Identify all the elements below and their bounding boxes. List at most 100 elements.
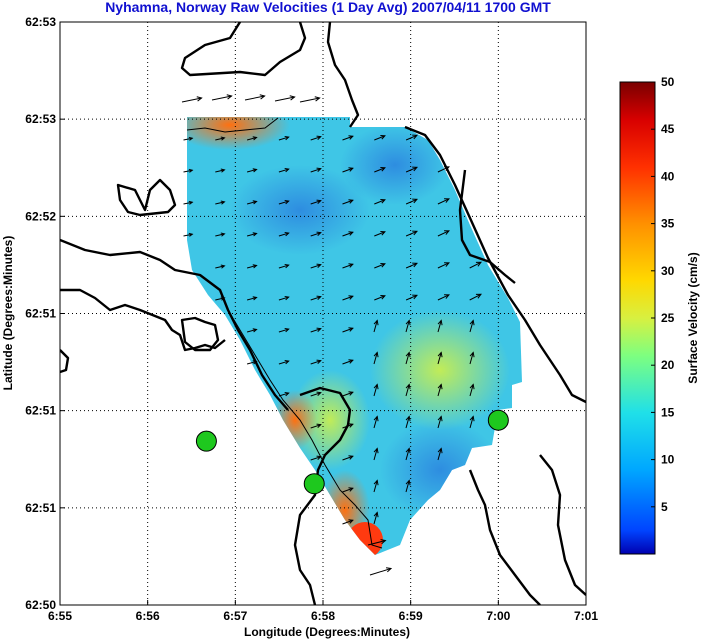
velocity-vector-head xyxy=(437,351,443,358)
velocity-vector xyxy=(374,231,386,237)
velocity-vector xyxy=(469,320,474,333)
velocity-vector xyxy=(342,487,354,493)
velocity-vector xyxy=(373,320,378,333)
velocity-vector-head xyxy=(284,295,290,301)
velocity-vector-head xyxy=(252,136,258,141)
velocity-vector-head xyxy=(380,166,386,172)
velocity-vector xyxy=(183,169,193,173)
velocity-vector-head xyxy=(373,351,379,358)
colorbar-tick-label: 20 xyxy=(661,358,675,372)
velocity-vector xyxy=(405,262,418,269)
velocity-vector xyxy=(405,166,418,173)
velocity-vector xyxy=(405,384,410,397)
velocity-vector xyxy=(215,137,225,141)
velocity-vector xyxy=(437,294,450,301)
velocity-vector-head xyxy=(469,351,475,358)
velocity-vector-head xyxy=(444,166,450,171)
velocity-vector-head xyxy=(437,383,443,390)
velocity-vector xyxy=(183,233,193,237)
y-tick-label: 62:51 xyxy=(25,404,56,418)
velocity-vector xyxy=(246,360,257,365)
velocity-vector xyxy=(342,167,354,173)
velocity-vector-head xyxy=(220,200,226,205)
velocity-vector xyxy=(299,97,320,103)
x-tick-label: 6:55 xyxy=(48,609,72,623)
velocity-vector xyxy=(211,95,232,101)
velocity-vector xyxy=(278,232,289,237)
velocity-vector-head xyxy=(188,232,194,237)
velocity-vector xyxy=(246,168,257,173)
velocity-vector xyxy=(310,264,321,269)
velocity-vector xyxy=(215,265,225,269)
velocity-vector-head xyxy=(259,94,266,100)
velocity-vector-head xyxy=(284,167,290,173)
velocity-vector xyxy=(373,352,378,365)
velocity-vector-head xyxy=(405,319,411,326)
velocity-vector-head xyxy=(469,415,475,422)
velocity-vector xyxy=(405,448,410,461)
velocity-vector-head xyxy=(316,391,322,396)
y-tick-label: 62:51 xyxy=(25,501,56,515)
velocity-vector xyxy=(342,135,354,141)
velocity-vector xyxy=(183,137,193,141)
velocity-vector xyxy=(342,455,354,461)
velocity-vector xyxy=(215,201,225,205)
velocity-vector-head xyxy=(284,391,290,397)
velocity-vector xyxy=(405,320,410,333)
velocity-vector-head xyxy=(380,198,386,204)
velocity-vector xyxy=(405,134,418,141)
velocity-vector-head xyxy=(226,94,233,100)
velocity-vector-head xyxy=(196,96,203,102)
velocity-vector xyxy=(469,352,474,365)
velocity-vector xyxy=(367,540,386,546)
velocity-vector xyxy=(310,232,321,237)
velocity-vector-head xyxy=(475,293,482,299)
velocity-vector-head xyxy=(348,263,354,268)
x-tick-label: 6:56 xyxy=(136,609,160,623)
velocity-vector-head xyxy=(316,423,322,428)
velocity-vector-head xyxy=(412,166,418,172)
velocity-vector-head xyxy=(373,319,379,326)
velocity-vector xyxy=(342,295,354,301)
colorbar-tick-label: 45 xyxy=(661,122,675,136)
velocity-vector-head xyxy=(380,230,386,236)
colorbar-tick-label: 40 xyxy=(661,169,675,183)
colorbar-tick-label: 25 xyxy=(661,311,675,325)
velocity-vector xyxy=(405,416,410,429)
colorbar-tick-label: 50 xyxy=(661,75,675,89)
velocity-vector xyxy=(373,416,378,429)
velocity-vector xyxy=(405,198,418,205)
velocity-vector-head xyxy=(380,294,386,300)
velocity-vector xyxy=(374,263,386,269)
velocity-vector xyxy=(374,167,386,173)
velocity-vector-head xyxy=(284,199,290,205)
velocity-vector xyxy=(373,512,378,525)
velocity-vector-head xyxy=(220,296,226,301)
velocity-vector-head xyxy=(348,391,354,396)
velocity-vector-head xyxy=(348,231,354,236)
velocity-vector-head xyxy=(348,487,354,492)
velocity-vector xyxy=(437,230,450,237)
velocity-vector xyxy=(437,416,442,429)
velocity-vector-head xyxy=(405,415,411,422)
station-marker-1 xyxy=(195,430,217,452)
velocity-vector-head xyxy=(316,263,322,268)
x-axis-ticks: 6:55 6:56 6:57 6:58 6:59 7:00 7:01 xyxy=(48,600,598,623)
colorbar-tick-label: 15 xyxy=(661,405,675,419)
velocity-vector-head xyxy=(373,415,379,422)
colorbar-tick-label: 35 xyxy=(661,217,675,231)
velocity-vector xyxy=(342,359,354,365)
velocity-vector-head xyxy=(252,360,258,365)
velocity-vector-head xyxy=(316,135,322,140)
velocity-vector xyxy=(278,168,289,173)
velocity-vector xyxy=(437,262,450,269)
velocity-vector xyxy=(310,328,321,333)
station-marker-3 xyxy=(487,409,509,431)
velocity-vector-head xyxy=(380,134,386,140)
velocity-vector-head xyxy=(412,230,418,236)
velocity-vector-head xyxy=(373,383,379,390)
velocity-vector-head xyxy=(316,231,322,236)
velocity-vector xyxy=(405,352,410,365)
velocity-vector xyxy=(437,448,442,461)
colorbar-tick-label: 30 xyxy=(661,264,675,278)
